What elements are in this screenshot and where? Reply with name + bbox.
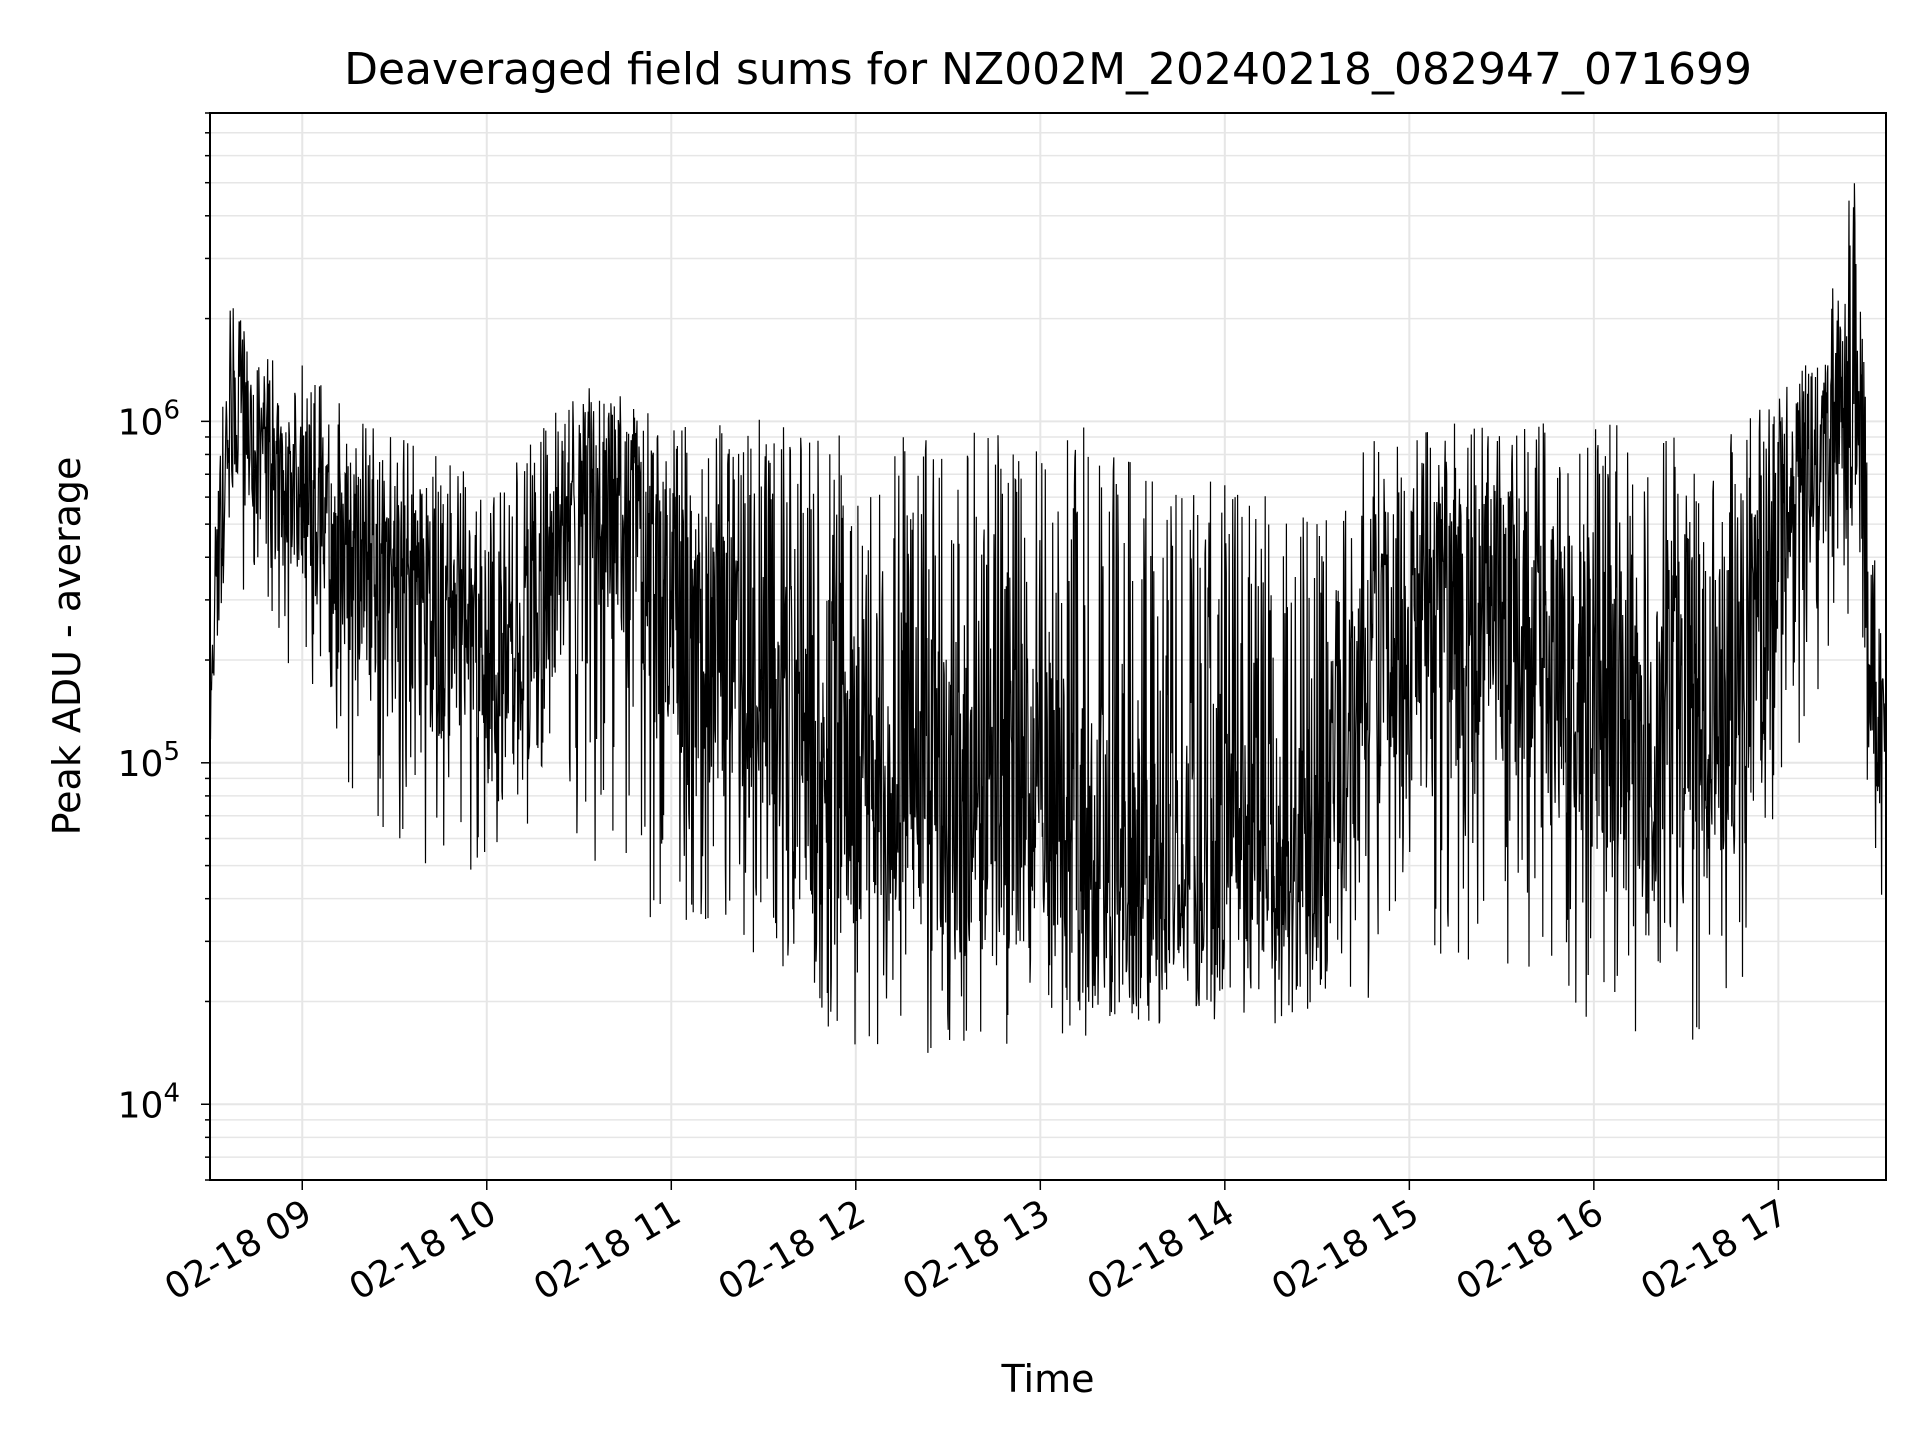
y-axis-label: Peak ADU - average [45, 457, 89, 836]
y-tick-label-base: 10 [118, 744, 164, 785]
plot-frame [209, 112, 1887, 1181]
y-tick-label: 104 [118, 1078, 180, 1126]
y-tick-label-exponent: 6 [163, 395, 180, 425]
series-line [209, 183, 1887, 1053]
y-tick-label-exponent: 4 [163, 1078, 180, 1108]
x-axis-label: Time [1001, 1357, 1095, 1401]
y-tick-label-exponent: 5 [163, 737, 180, 767]
y-tick-label-base: 10 [118, 1085, 164, 1126]
chart-title: Deaveraged field sums for NZ002M_2024021… [344, 44, 1752, 95]
y-tick-label-base: 10 [118, 402, 164, 443]
y-tick-label: 105 [118, 737, 180, 785]
series-trace [209, 183, 1887, 1053]
y-tick-label: 106 [118, 395, 180, 443]
